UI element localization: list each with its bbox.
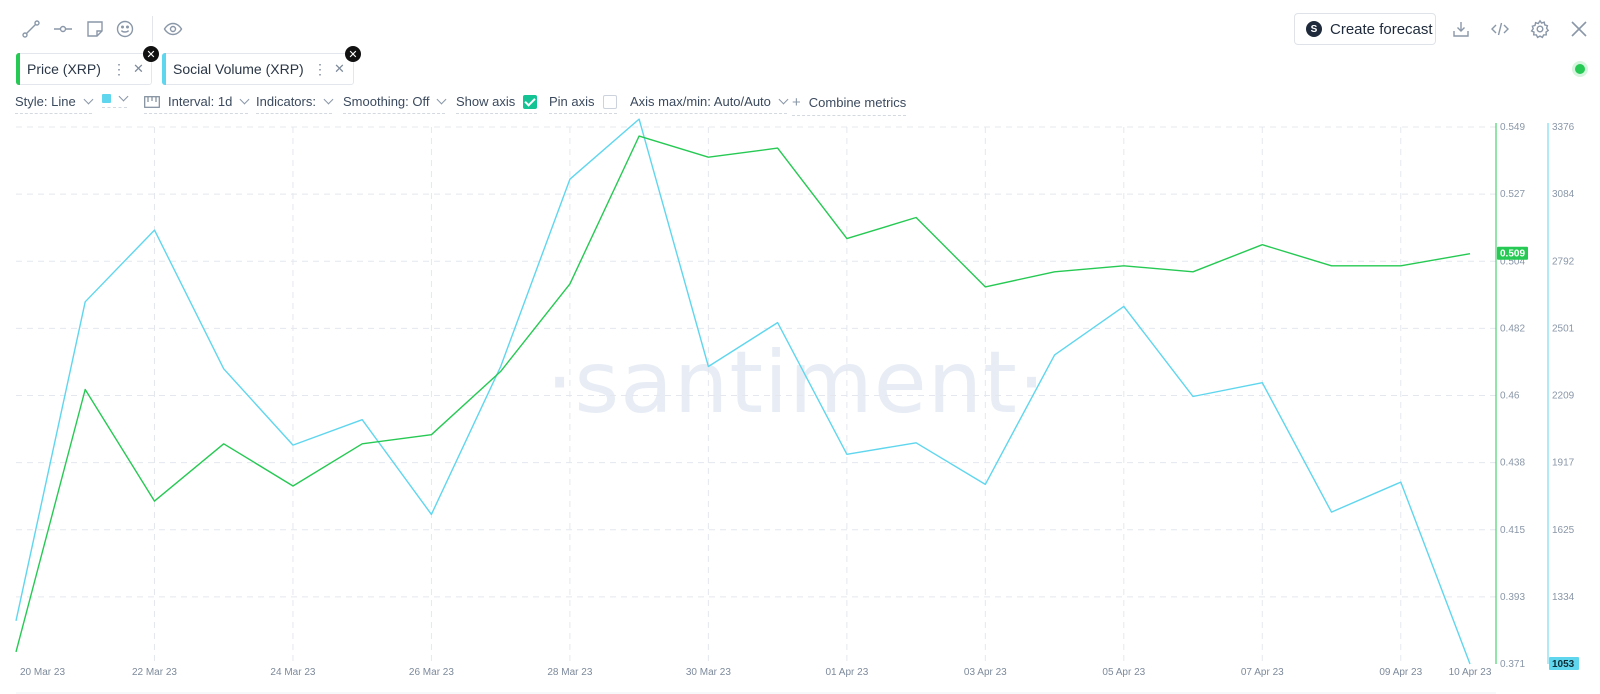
- social-volume-tick-label: 2792: [1552, 256, 1575, 267]
- metric-label: Price (XRP): [27, 61, 101, 77]
- create-forecast-label: Create forecast: [1330, 20, 1433, 38]
- eye-icon[interactable]: [160, 16, 186, 42]
- x-tick-label: 26 Mar 23: [409, 667, 454, 678]
- plus-icon: +: [792, 94, 801, 111]
- note-icon[interactable]: [82, 16, 108, 42]
- indicators-label: Indicators:: [256, 94, 316, 109]
- toolbar-divider: [152, 16, 153, 42]
- color-dropdown[interactable]: [102, 91, 129, 108]
- social-volume-series-line: [15, 118, 1471, 665]
- social-volume-tick-label: 2209: [1552, 391, 1575, 402]
- chart-series: [15, 118, 1471, 665]
- live-status-dot: [1575, 64, 1585, 74]
- ruler-icon: [144, 95, 160, 108]
- social-volume-current-badge: [1549, 657, 1579, 670]
- x-tick-label: 28 Mar 23: [547, 667, 592, 678]
- x-tick-label: 22 Mar 23: [132, 667, 177, 678]
- embed-code-icon[interactable]: [1487, 16, 1513, 42]
- metric-chip-social-volume[interactable]: Social Volume (XRP) ⋮ ✕ ✕: [162, 46, 361, 85]
- x-tick-label: 09 Apr 23: [1379, 667, 1422, 678]
- social-volume-axis-labels: 3376 3084 2792 2501 2209 1917 1625 1334 1053: [1552, 122, 1575, 670]
- price-tick-label: 0.46: [1500, 391, 1520, 402]
- close-icon[interactable]: [1566, 16, 1592, 42]
- metric-menu-icon[interactable]: ⋮: [313, 60, 327, 77]
- price-tick-label: 0.371: [1500, 659, 1525, 670]
- pin-axis-toggle[interactable]: Pin axis: [549, 94, 617, 114]
- create-forecast-button[interactable]: S Create forecast: [1294, 13, 1436, 45]
- axis-maxmin-label: Axis max/min: Auto/Auto: [630, 94, 771, 109]
- series-color-swatch: [102, 94, 111, 103]
- metric-close-icon[interactable]: ✕: [334, 61, 345, 76]
- x-tick-label: 10 Apr 23: [1449, 667, 1492, 678]
- interval-label: Interval: 1d: [168, 94, 233, 109]
- download-icon[interactable]: [1448, 16, 1474, 42]
- x-axis-labels: 20 Mar 23 22 Mar 23 24 Mar 23 26 Mar 23 28 M…: [20, 667, 1492, 678]
- combine-metrics-button[interactable]: + Combine metrics: [792, 94, 907, 116]
- axis-maxmin-dropdown[interactable]: Axis max/min: Auto/Auto: [630, 94, 789, 114]
- show-axis-checkbox[interactable]: [523, 94, 538, 109]
- social-volume-tick-label: 3084: [1552, 189, 1575, 200]
- combine-metrics-label: Combine metrics: [808, 95, 907, 110]
- emoji-icon[interactable]: [112, 16, 138, 42]
- pin-axis-checkbox[interactable]: [602, 94, 617, 109]
- social-volume-current-value: 1053: [1552, 659, 1575, 670]
- price-tick-label: 0.482: [1500, 323, 1525, 334]
- price-tick-label: 0.527: [1500, 189, 1525, 200]
- x-tick-label: 03 Apr 23: [964, 667, 1007, 678]
- current-value-badges: 0.509 1053: [1497, 246, 1579, 670]
- price-tick-label: 0.504: [1500, 256, 1525, 267]
- x-tick-label: 24 Mar 23: [270, 667, 315, 678]
- pin-axis-label: Pin axis: [549, 94, 595, 109]
- x-tick-label: 05 Apr 23: [1102, 667, 1145, 678]
- smoothing-label: Smoothing: Off: [343, 94, 430, 109]
- metric-close-icon[interactable]: ✕: [133, 61, 144, 76]
- price-tick-label: 0.393: [1500, 592, 1525, 603]
- smoothing-dropdown[interactable]: Smoothing: Off: [343, 94, 447, 114]
- chart-grid: [16, 126, 1496, 664]
- x-tick-label: 30 Mar 23: [686, 667, 731, 678]
- social-volume-tick-label: 3376: [1552, 122, 1575, 133]
- santiment-watermark: ·santiment·: [546, 333, 1046, 433]
- price-axis-labels: 0.549 0.527 0.504 0.482 0.46 0.438 0.415 0.393 0…: [1500, 122, 1525, 670]
- metric-color-bar: [16, 53, 20, 85]
- x-tick-label: 01 Apr 23: [825, 667, 868, 678]
- metric-remove-icon[interactable]: ✕: [143, 46, 159, 62]
- interval-dropdown[interactable]: Interval: 1d: [144, 94, 250, 114]
- price-current-value: 0.509: [1500, 249, 1525, 260]
- santiment-logo-icon: S: [1306, 21, 1322, 37]
- show-axis-toggle[interactable]: Show axis: [456, 94, 538, 114]
- metric-menu-icon[interactable]: ⋮: [112, 60, 126, 77]
- price-series-line: [15, 135, 1471, 653]
- social-volume-tick-label: 1917: [1552, 458, 1575, 469]
- x-tick-label: 07 Apr 23: [1241, 667, 1284, 678]
- price-tick-label: 0.415: [1500, 525, 1525, 536]
- style-label: Style: Line: [15, 94, 76, 109]
- social-volume-tick-label: 1334: [1552, 592, 1575, 603]
- price-tick-label: 0.549: [1500, 122, 1525, 133]
- metric-label: Social Volume (XRP): [173, 61, 304, 77]
- show-axis-label: Show axis: [456, 94, 516, 109]
- style-dropdown[interactable]: Style: Line: [15, 94, 94, 114]
- social-volume-tick-label: 2501: [1552, 323, 1575, 334]
- metric-color-bar: [162, 53, 166, 85]
- settings-icon[interactable]: [1527, 16, 1553, 42]
- social-volume-tick-label: 1625: [1552, 525, 1575, 536]
- price-tick-label: 0.438: [1500, 458, 1525, 469]
- metric-remove-icon[interactable]: ✕: [345, 46, 361, 62]
- x-tick-label: 20 Mar 23: [20, 667, 65, 678]
- indicators-dropdown[interactable]: Indicators:: [256, 94, 334, 114]
- line-draw-icon[interactable]: [18, 16, 44, 42]
- price-current-badge: [1497, 246, 1528, 260]
- metric-chip-price[interactable]: Price (XRP) ⋮ ✕ ✕: [16, 46, 159, 85]
- horizontal-ray-icon[interactable]: [50, 16, 76, 42]
- toolbar: S Create forecast: [0, 0, 1600, 56]
